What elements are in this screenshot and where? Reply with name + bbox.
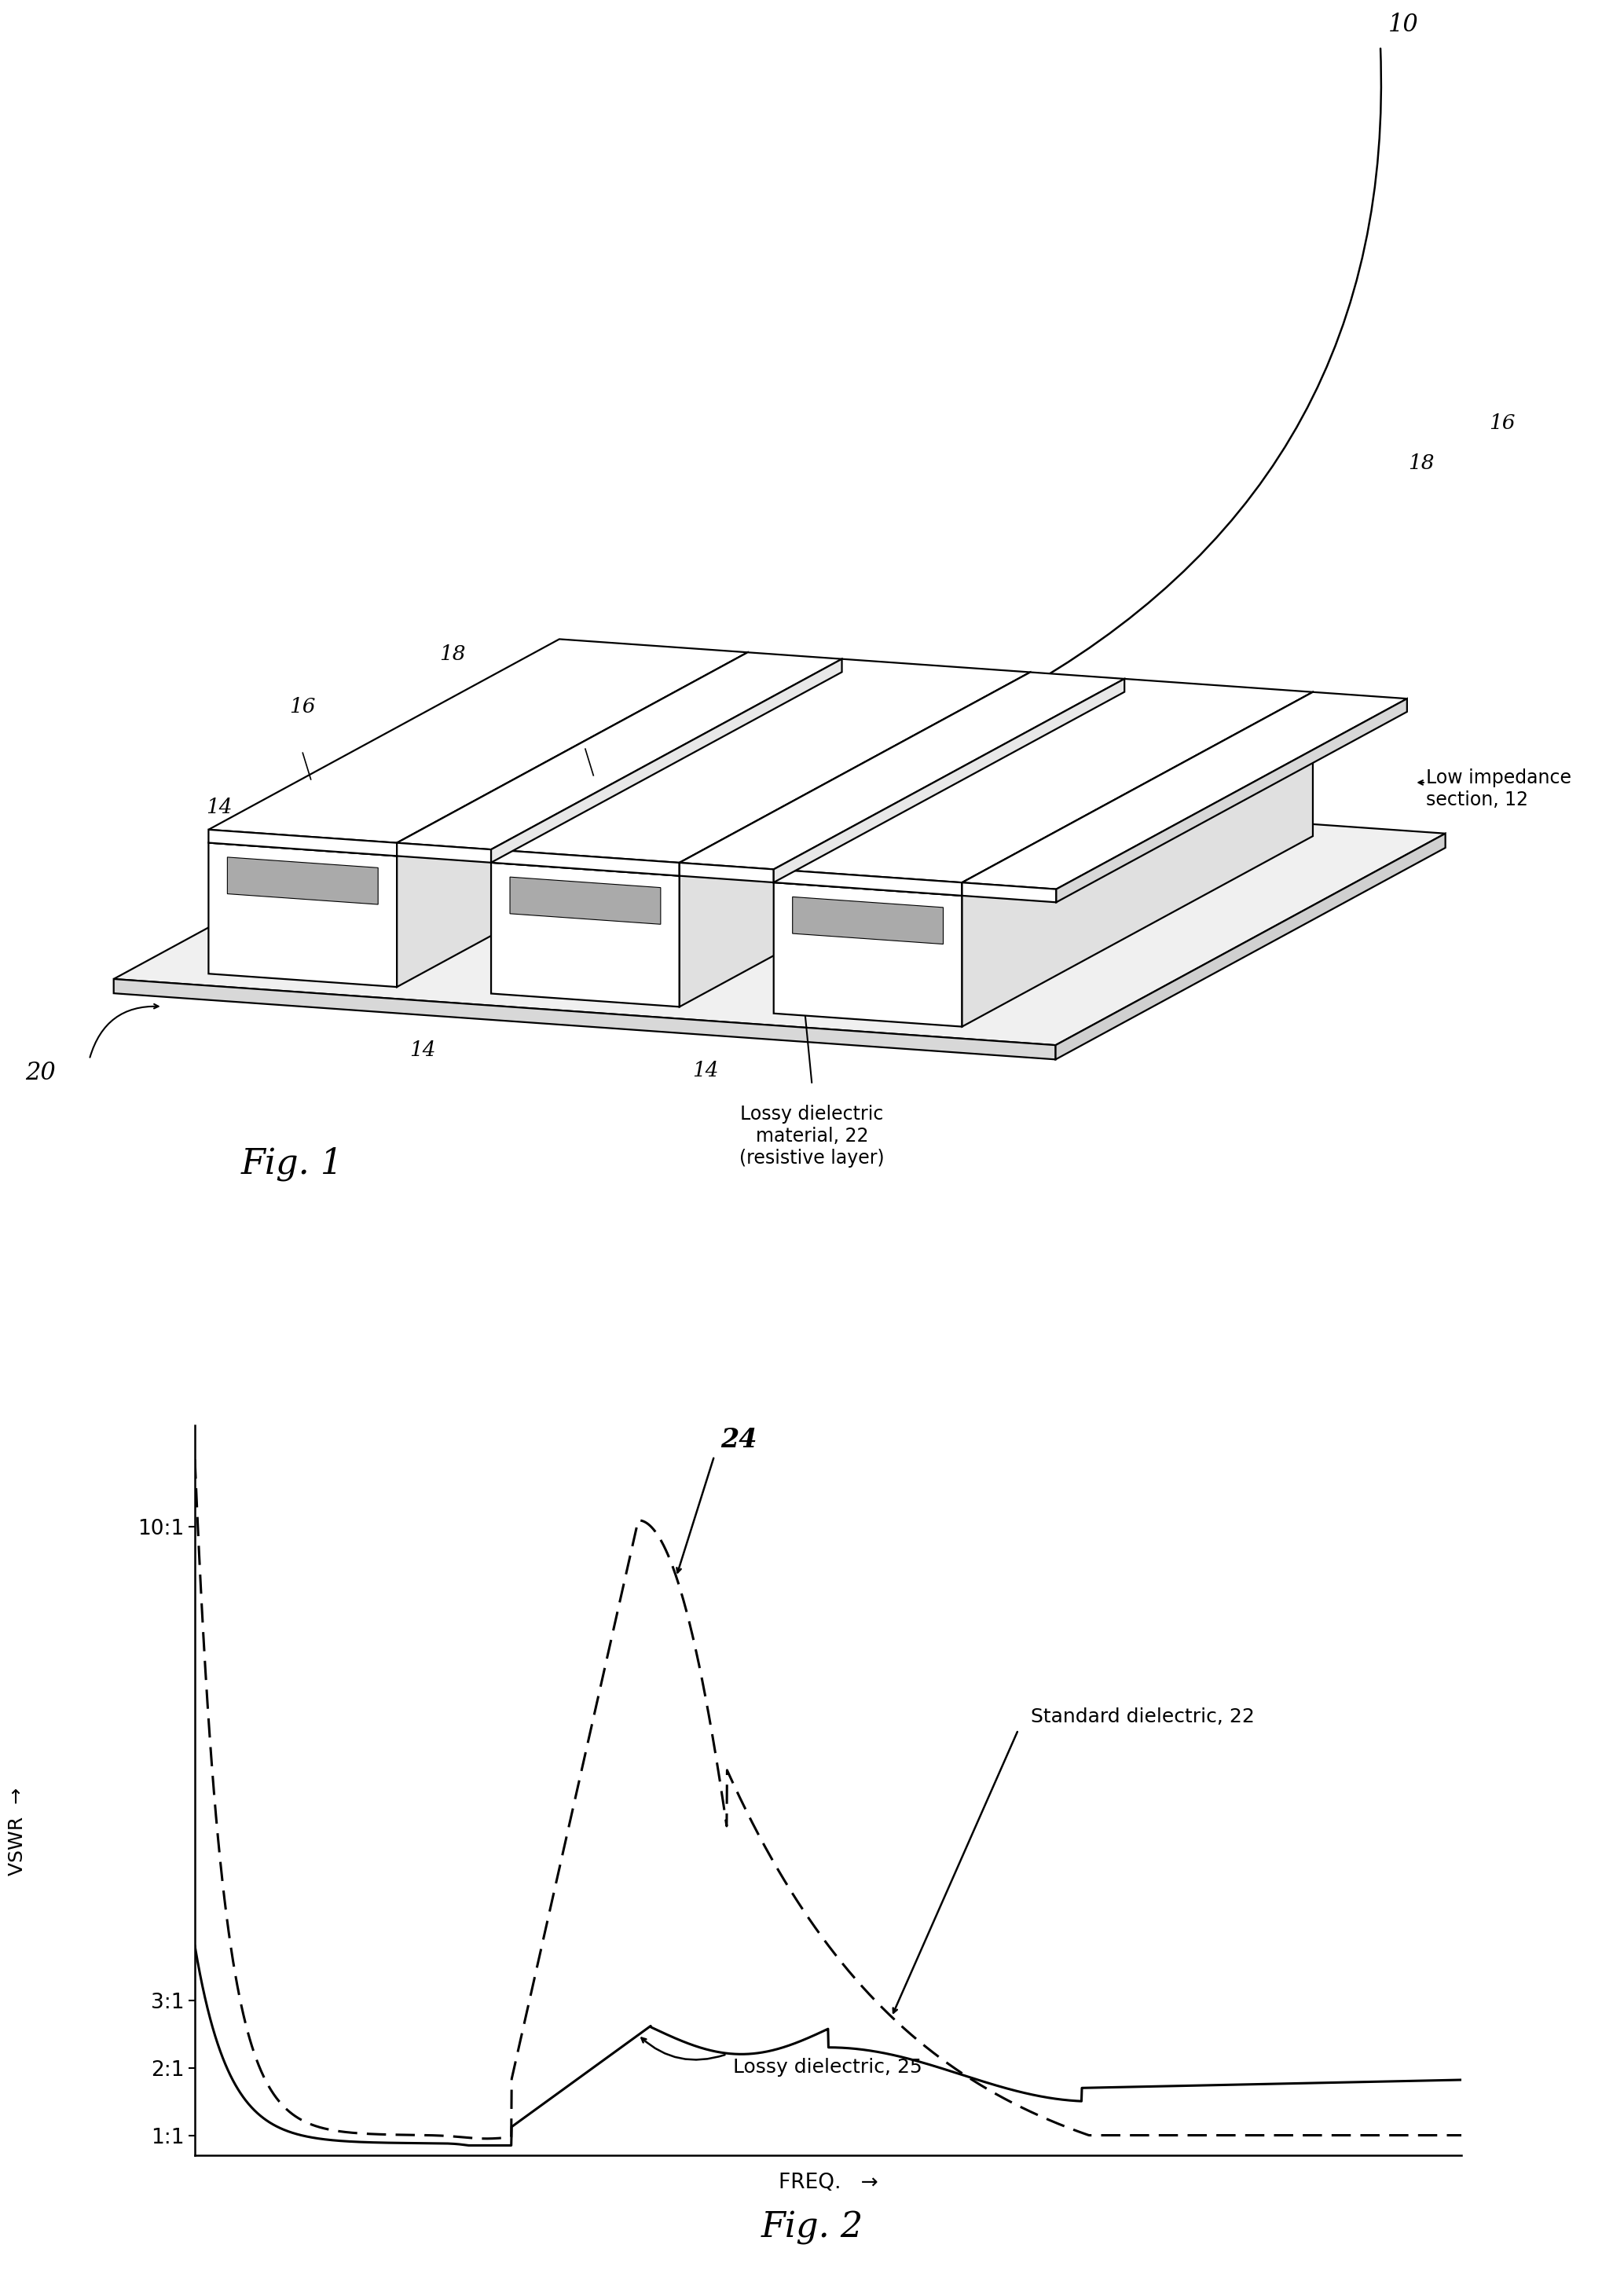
Polygon shape <box>773 691 1312 896</box>
Polygon shape <box>114 979 1056 1058</box>
Text: Lossy dielectric, 25: Lossy dielectric, 25 <box>732 2057 922 2076</box>
Polygon shape <box>490 659 1030 862</box>
Text: Low impedance
section, 12: Low impedance section, 12 <box>1426 769 1572 810</box>
Text: 12: 12 <box>937 673 965 693</box>
Polygon shape <box>396 844 490 862</box>
Text: 10: 10 <box>1389 14 1419 36</box>
Text: 18: 18 <box>965 741 992 762</box>
Polygon shape <box>227 858 378 903</box>
Polygon shape <box>1056 833 1445 1058</box>
Text: 16: 16 <box>1038 739 1064 760</box>
Polygon shape <box>773 883 961 1026</box>
Text: 14: 14 <box>786 844 812 864</box>
Polygon shape <box>396 652 747 855</box>
Polygon shape <box>490 849 679 876</box>
Polygon shape <box>396 666 747 988</box>
Polygon shape <box>208 652 747 855</box>
Polygon shape <box>961 691 1406 890</box>
Text: 12: 12 <box>1147 691 1173 712</box>
Text: 16: 16 <box>1489 413 1515 433</box>
Text: Fig. 2: Fig. 2 <box>760 2210 864 2245</box>
Polygon shape <box>208 639 747 844</box>
Text: 18: 18 <box>438 646 466 664</box>
Polygon shape <box>1056 698 1406 903</box>
Polygon shape <box>490 673 1030 876</box>
Polygon shape <box>679 862 773 883</box>
Polygon shape <box>208 842 396 988</box>
Text: 14: 14 <box>692 1061 719 1081</box>
Text: Standard dielectric, 22: Standard dielectric, 22 <box>1031 1708 1255 1727</box>
Text: 14: 14 <box>1069 864 1095 885</box>
Polygon shape <box>510 876 661 924</box>
Polygon shape <box>114 766 1445 1045</box>
Text: 14: 14 <box>409 1040 437 1061</box>
Polygon shape <box>208 830 396 855</box>
Text: 24: 24 <box>721 1426 757 1453</box>
Polygon shape <box>773 680 1312 883</box>
Text: 16: 16 <box>604 673 632 693</box>
Polygon shape <box>679 673 1030 876</box>
Polygon shape <box>490 862 679 1006</box>
Text: 16: 16 <box>903 730 931 748</box>
Polygon shape <box>490 659 841 862</box>
Polygon shape <box>961 883 1056 903</box>
Text: VSWR  →: VSWR → <box>8 1786 28 1875</box>
Text: Fig. 1: Fig. 1 <box>240 1147 344 1182</box>
Polygon shape <box>679 673 1124 869</box>
Text: 20: 20 <box>26 1061 55 1086</box>
Polygon shape <box>773 869 961 896</box>
Polygon shape <box>793 896 944 944</box>
Text: 14: 14 <box>206 798 232 817</box>
Text: 18: 18 <box>737 700 765 721</box>
Polygon shape <box>961 705 1312 1026</box>
Text: FREQ.   →: FREQ. → <box>778 2172 879 2192</box>
Polygon shape <box>396 652 841 849</box>
Text: Lossy dielectric
material, 22
(resistive layer): Lossy dielectric material, 22 (resistive… <box>739 1104 885 1168</box>
Polygon shape <box>773 680 1124 883</box>
Polygon shape <box>961 691 1312 896</box>
Text: 16: 16 <box>289 696 317 716</box>
Polygon shape <box>679 684 1030 1006</box>
Text: 12: 12 <box>663 648 690 666</box>
Text: 18: 18 <box>1408 454 1434 472</box>
